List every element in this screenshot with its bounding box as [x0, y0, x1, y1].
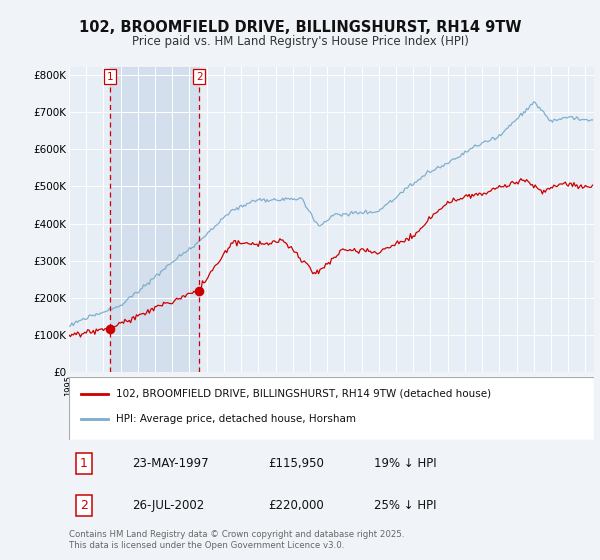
- Text: 1: 1: [107, 72, 113, 82]
- Text: 23-MAY-1997: 23-MAY-1997: [132, 457, 209, 470]
- Text: 19% ↓ HPI: 19% ↓ HPI: [373, 457, 436, 470]
- Text: HPI: Average price, detached house, Horsham: HPI: Average price, detached house, Hors…: [116, 414, 356, 424]
- Text: 2: 2: [196, 72, 202, 82]
- FancyBboxPatch shape: [69, 377, 594, 440]
- Point: [105, 325, 115, 334]
- Text: Contains HM Land Registry data © Crown copyright and database right 2025.
This d: Contains HM Land Registry data © Crown c…: [69, 530, 404, 550]
- Text: £220,000: £220,000: [269, 499, 324, 512]
- Text: 2: 2: [80, 499, 88, 512]
- Text: Price paid vs. HM Land Registry's House Price Index (HPI): Price paid vs. HM Land Registry's House …: [131, 35, 469, 48]
- Text: 102, BROOMFIELD DRIVE, BILLINGSHURST, RH14 9TW (detached house): 102, BROOMFIELD DRIVE, BILLINGSHURST, RH…: [116, 389, 491, 399]
- Bar: [110, 67, 199, 372]
- Text: 102, BROOMFIELD DRIVE, BILLINGSHURST, RH14 9TW: 102, BROOMFIELD DRIVE, BILLINGSHURST, RH…: [79, 20, 521, 35]
- Text: 25% ↓ HPI: 25% ↓ HPI: [373, 499, 436, 512]
- Text: 26-JUL-2002: 26-JUL-2002: [132, 499, 204, 512]
- Text: 1: 1: [80, 457, 88, 470]
- Point: [194, 286, 204, 295]
- Text: £115,950: £115,950: [269, 457, 325, 470]
